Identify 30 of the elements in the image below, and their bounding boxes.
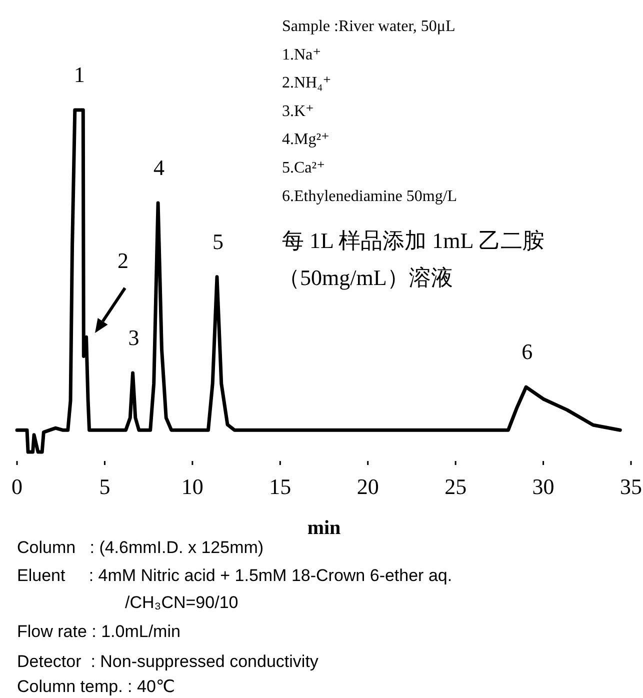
x-tick-label: 0 [12, 474, 22, 499]
x-tick-label: 5 [99, 474, 110, 499]
annotation: （50mg/mL）溶液 [278, 265, 453, 290]
annotation: 2 [118, 248, 128, 273]
text: /CH₃CN=90/10 [125, 593, 238, 612]
text: Detector : Non-suppressed conductivity [17, 652, 319, 671]
text: Sample :River water, 50μL [282, 18, 456, 35]
x-tick-label: 30 [532, 474, 554, 499]
annotation: 4.Mg²⁺ [282, 131, 330, 148]
x-tick-label: 20 [356, 474, 379, 499]
x-axis-title: min [307, 517, 341, 539]
text: Eluent : 4mM Nitric acid + 1.5mM 18-Crown 6-ether aq. [17, 566, 452, 585]
text: Column temp. : 40℃ [17, 677, 175, 696]
text: 1.Na⁺ [282, 46, 322, 64]
annotation: 6 [522, 339, 533, 364]
annotation: 1 [74, 62, 85, 87]
x-tick-label: 25 [444, 474, 467, 499]
text: 2.NH₄⁺ [282, 74, 332, 92]
annotation: 5.Ca²⁺ [282, 160, 326, 176]
text: Flow rate : 1.0mL/min [17, 622, 180, 641]
annotation: 4 [154, 155, 165, 180]
x-tick-label: 35 [620, 474, 642, 499]
annotation: 5 [212, 228, 224, 254]
x-tick-label: 10 [181, 474, 204, 499]
annotation: 3.K⁺ [282, 102, 314, 120]
text: Column : (4.6mmI.D. x 125mm) [17, 538, 264, 557]
x-tick-label: 15 [269, 474, 292, 499]
annotation: 3 [128, 325, 140, 350]
annotation: 6.Ethylenediamine 50mg/L [282, 188, 458, 205]
annotation: 每 1L 样品添加 1mL 乙二胺 [282, 228, 544, 253]
